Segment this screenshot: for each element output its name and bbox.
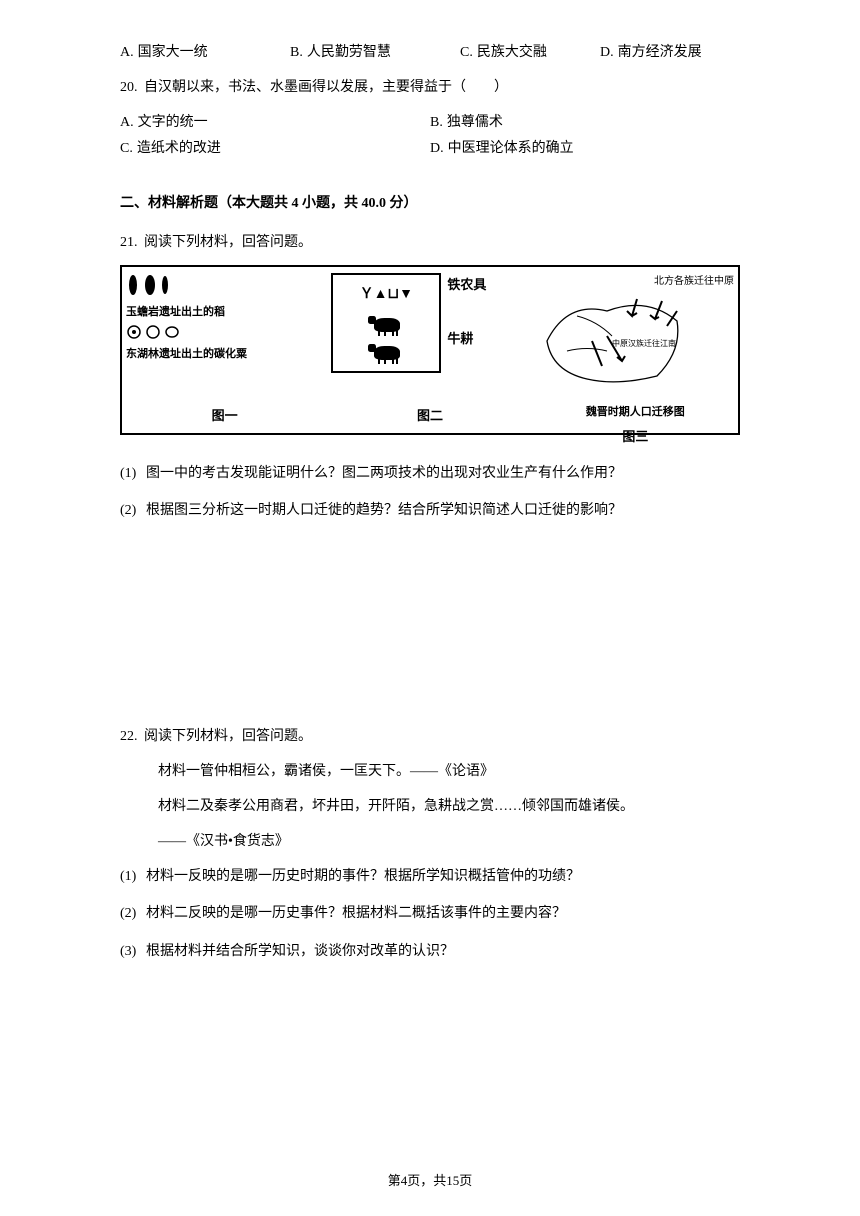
footer-prefix: 第	[388, 1173, 401, 1188]
choice-text: 南方经济发展	[618, 40, 702, 65]
figure-2-caption: 图二	[417, 404, 443, 427]
q21-stem-row: 21. 阅读下列材料，回答问题。	[120, 230, 740, 255]
q22-stem-row: 22. 阅读下列材料，回答问题。	[120, 724, 740, 749]
figure-2-content: Ｙ▲⊔▼ 铁农具 牛耕	[331, 273, 528, 373]
sub-question-text: 材料一反映的是哪一历史时期的事件？根据所学知识概括管仲的功绩？	[146, 864, 580, 889]
q21-figures: 玉蟾岩遗址出土的稻 东湖林遗址出土的碳化粟 图一 Ｙ▲⊔▼	[120, 265, 740, 435]
fig3-top-text: 北方各族迁往中原	[537, 273, 734, 291]
choice-a[interactable]: A. 国家大一统	[120, 40, 290, 65]
choice-text: 独尊儒术	[447, 110, 503, 135]
sub-question-text: 根据图三分析这一时期人口迁徙的趋势？结合所学知识简述人口迁徙的影响？	[146, 498, 622, 523]
choice-text: 国家大一统	[138, 40, 208, 65]
choice-label: A.	[120, 110, 134, 135]
choice-label: B.	[290, 40, 303, 65]
choice-label: C.	[460, 40, 473, 65]
choice-a[interactable]: A. 文字的统一	[120, 110, 430, 135]
q20-choices: A. 文字的统一 B. 独尊儒术 C. 造纸术的改进 D. 中医理论体系的确立	[120, 110, 740, 160]
section-2-title: 二、材料解析题（本大题共 4 小题，共 40.0 分）	[120, 191, 740, 216]
migration-map: 中原汉族迁往江南	[537, 291, 687, 401]
q19-choices: A. 国家大一统 B. 人民勤劳智慧 C. 民族大交融 D. 南方经济发展	[120, 40, 740, 65]
q22-material-1: 材料一管仲相桓公，霸诸侯，一匡天下。——《论语》	[120, 759, 740, 784]
seed-icon	[126, 273, 140, 302]
choice-b[interactable]: B. 独尊儒术	[430, 110, 740, 135]
sub-question-text: 根据材料并结合所学知识，谈谈你对改革的认识？	[146, 939, 454, 964]
figure-2: Ｙ▲⊔▼ 铁农具 牛耕 图二	[327, 267, 532, 433]
choice-text: 中医理论体系的确立	[448, 136, 574, 161]
choice-label: D.	[600, 40, 614, 65]
choice-label: C.	[120, 136, 133, 161]
q20-stem-row: 20. 自汉朝以来，书法、水墨画得以发展，主要得益于（ ）	[120, 75, 740, 100]
q22-sub2: (2) 材料二反映的是哪一历史事件？根据材料二概括该事件的主要内容？	[120, 901, 740, 926]
choice-d[interactable]: D. 南方经济发展	[600, 40, 740, 65]
sub-question-number: (1)	[120, 864, 146, 889]
question-number: 20.	[120, 75, 144, 100]
choice-c[interactable]: C. 造纸术的改进	[120, 136, 430, 161]
q21-sub1: (1) 图一中的考古发现能证明什么？图二两项技术的出现对农业生产有什么作用？	[120, 461, 740, 486]
q22-sub1: (1) 材料一反映的是哪一历史时期的事件？根据所学知识概括管仲的功绩？	[120, 864, 740, 889]
q22-block: 22. 阅读下列材料，回答问题。 材料一管仲相桓公，霸诸侯，一匡天下。——《论语…	[120, 724, 740, 964]
sub-question-number: (3)	[120, 939, 146, 964]
fig2-label-1: 铁农具	[447, 273, 486, 296]
footer-middle: 页，共	[407, 1173, 446, 1188]
footer-total: 15	[446, 1173, 459, 1188]
footer-suffix: 页	[459, 1173, 472, 1188]
seed-icon	[160, 273, 170, 302]
choice-label: A.	[120, 40, 134, 65]
question-stem: 自汉朝以来，书法、水墨画得以发展，主要得益于（ ）	[144, 75, 508, 100]
q22-sub3: (3) 根据材料并结合所学知识，谈谈你对改革的认识？	[120, 939, 740, 964]
q22-material-2: 材料二及秦孝公用商君，坏井田，开阡陌，急耕战之赏……倾邻国而雄诸侯。	[120, 794, 740, 819]
question-stem: 阅读下列材料，回答问题。	[144, 724, 312, 749]
choice-text: 民族大交融	[477, 40, 547, 65]
grain-icon	[164, 324, 180, 345]
figure-3: 北方各族迁往中原 中原汉族迁往江南 魏晋时期人口迁移图 图三	[533, 267, 738, 433]
page-footer: 第4页，共15页	[0, 1169, 860, 1192]
fig2-label-2: 牛耕	[447, 327, 486, 350]
sub-question-text: 图一中的考古发现能证明什么？图二两项技术的出现对农业生产有什么作用？	[146, 461, 622, 486]
seed-icon	[143, 273, 157, 302]
choice-text: 造纸术的改进	[137, 136, 221, 161]
grain-icon	[145, 324, 161, 345]
q21-sub2: (2) 根据图三分析这一时期人口迁徙的趋势？结合所学知识简述人口迁徙的影响？	[120, 498, 740, 523]
choice-label: D.	[430, 136, 444, 161]
sub-question-number: (1)	[120, 461, 146, 486]
ox-icon	[366, 342, 406, 364]
question-number: 21.	[120, 230, 144, 255]
figure-2-labels: 铁农具 牛耕	[447, 273, 486, 350]
figure-1-content: 玉蟾岩遗址出土的稻 东湖林遗址出土的碳化粟	[126, 273, 323, 363]
figure-1: 玉蟾岩遗址出土的稻 东湖林遗址出土的碳化粟 图一	[122, 267, 327, 433]
fig3-mid-text: 中原汉族迁往江南	[612, 338, 676, 348]
tools-icon: Ｙ▲⊔▼	[360, 282, 413, 307]
choice-label: B.	[430, 110, 443, 135]
figure-1-caption: 图一	[212, 404, 238, 427]
choice-d[interactable]: D. 中医理论体系的确立	[430, 136, 740, 161]
sub-question-text: 材料二反映的是哪一历史事件？根据材料二概括该事件的主要内容？	[146, 901, 566, 926]
sub-question-number: (2)	[120, 901, 146, 926]
fig1-label-2: 东湖林遗址出土的碳化粟	[126, 347, 323, 362]
question-number: 22.	[120, 724, 144, 749]
fig1-label-1: 玉蟾岩遗址出土的稻	[126, 305, 323, 320]
plow-image: Ｙ▲⊔▼	[331, 273, 441, 373]
figure-3-caption: 图三	[622, 425, 648, 448]
choice-text: 人民勤劳智慧	[307, 40, 391, 65]
sub-question-number: (2)	[120, 498, 146, 523]
ox-icon	[366, 314, 406, 336]
figure-3-content: 北方各族迁往中原 中原汉族迁往江南 魏晋时期人口迁移图	[537, 273, 734, 423]
choice-c[interactable]: C. 民族大交融	[460, 40, 600, 65]
q22-material-2-source: ——《汉书•食货志》	[120, 829, 740, 854]
choice-b[interactable]: B. 人民勤劳智慧	[290, 40, 460, 65]
fig3-bottom-text: 魏晋时期人口迁移图	[537, 403, 734, 423]
question-stem: 阅读下列材料，回答问题。	[144, 230, 312, 255]
grain-icon	[126, 324, 142, 345]
choice-text: 文字的统一	[138, 110, 208, 135]
